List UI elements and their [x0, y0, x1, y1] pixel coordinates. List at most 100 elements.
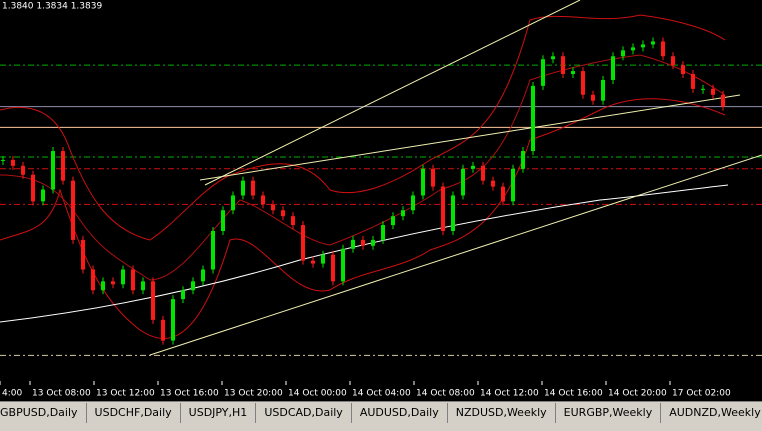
candle-body — [321, 254, 325, 264]
symbol-tab[interactable]: EURGBP,Weekly — [556, 403, 662, 423]
candle-body — [521, 151, 525, 169]
candle-body — [191, 281, 195, 291]
symbol-tab[interactable]: GBPUSD,Daily — [0, 403, 87, 423]
candle-body — [161, 319, 165, 341]
candle-body — [11, 159, 15, 166]
symbol-tab[interactable]: USDCAD,Daily — [256, 403, 352, 423]
candle-body — [91, 269, 95, 291]
trend-line — [149, 154, 762, 356]
candle-body — [431, 168, 435, 187]
candle-body — [561, 56, 565, 75]
candle-body — [141, 281, 145, 291]
candle-body — [211, 231, 215, 270]
x-tick-label: 14 Oct 20:00 — [608, 389, 667, 399]
candle-body — [131, 269, 135, 291]
candle-body — [701, 88, 705, 90]
candle-body — [391, 216, 395, 226]
candle-body — [311, 260, 315, 264]
candle-body — [71, 180, 75, 240]
candle-body — [121, 269, 125, 285]
trend-line — [199, 94, 741, 181]
candle-body — [681, 65, 685, 75]
lower-band — [0, 98, 726, 339]
candle-body — [361, 239, 365, 246]
trend-line — [204, 0, 581, 186]
x-tick-label: 14 Oct 16:00 — [544, 389, 603, 399]
candle-body — [641, 44, 645, 48]
candle-body — [581, 71, 585, 95]
x-tick-label: 13 Oct 12:00 — [96, 389, 155, 399]
candle-body — [111, 281, 115, 285]
candle-body — [1, 159, 5, 161]
candle-body — [341, 248, 345, 282]
symbol-tab[interactable]: USDJPY,H1 — [181, 403, 257, 423]
candle-body — [351, 239, 355, 249]
candle-body — [171, 299, 175, 341]
candle-body — [481, 165, 485, 181]
x-tick-label: 13 Oct 16:00 — [160, 389, 219, 399]
candle-body — [51, 151, 55, 190]
middle-band — [0, 54, 726, 281]
x-tick-label: 14 Oct 00:00 — [288, 389, 347, 399]
candle-body — [41, 189, 45, 202]
candle-body — [281, 210, 285, 217]
chart: 1.3840 1.3834 1.3839 4:00 13 Oct 08:00 13 … — [0, 0, 762, 401]
candle-body — [451, 195, 455, 231]
candle-body — [301, 225, 305, 261]
candle-body — [401, 210, 405, 217]
candle-body — [331, 254, 335, 282]
x-tick-label: 14 Oct 08:00 — [416, 389, 475, 399]
candle-body — [261, 195, 265, 205]
chart-background — [0, 0, 762, 401]
candle-body — [691, 74, 695, 89]
symbol-tab[interactable]: AUDNZD,Weekly — [661, 403, 762, 423]
candle-body — [81, 239, 85, 270]
symbol-tab[interactable]: USDCHF,Daily — [87, 403, 181, 423]
candle-body — [381, 225, 385, 240]
candle-body — [101, 281, 105, 291]
candle-body — [491, 180, 495, 187]
candle-body — [711, 88, 715, 95]
candle-body — [231, 195, 235, 211]
candle-body — [251, 180, 255, 196]
candle-body — [61, 151, 65, 181]
candle-body — [181, 290, 185, 300]
candle-body — [611, 56, 615, 80]
candle-body — [601, 79, 605, 101]
candle-body — [271, 204, 275, 211]
quote-header: 1.3840 1.3834 1.3839 — [2, 2, 102, 12]
upper-band — [0, 14, 726, 241]
candle-body — [371, 239, 375, 246]
candle-body — [291, 216, 295, 226]
x-tick-label: 17 Oct 02:00 — [672, 389, 731, 399]
candle-body — [671, 56, 675, 66]
indicator-lines — [0, 0, 762, 356]
candle-body — [31, 174, 35, 202]
candle-body — [421, 168, 425, 196]
symbol-tab[interactable]: AUDUSD,Daily — [352, 403, 448, 423]
candle-body — [551, 56, 555, 60]
candle-body — [591, 94, 595, 101]
candle-body — [721, 94, 725, 107]
x-tick-label: 14 Oct 04:00 — [352, 389, 411, 399]
x-tick-label: 4:00 — [2, 389, 22, 399]
candle-body — [631, 47, 635, 51]
candle-body — [411, 195, 415, 211]
candle-body — [221, 210, 225, 231]
candle-body — [501, 186, 505, 202]
candle-body — [651, 41, 655, 45]
symbol-tab[interactable]: NZDUSD,Weekly — [448, 403, 556, 423]
symbol-tab-bar: GBPUSD,Daily USDCHF,Daily USDJPY,H1 USDCAD,… — [0, 401, 762, 431]
candle-body — [511, 168, 515, 202]
candle-body — [661, 41, 665, 57]
x-tick-label: 13 Oct 08:00 — [32, 389, 91, 399]
candle-body — [151, 281, 155, 320]
x-tick-label: 14 Oct 12:00 — [480, 389, 539, 399]
candle-body — [571, 71, 575, 75]
candle-body — [531, 85, 535, 152]
moving-average — [0, 184, 729, 323]
candle-body — [441, 186, 445, 231]
candle-body — [241, 180, 245, 196]
candle-body — [461, 168, 465, 196]
